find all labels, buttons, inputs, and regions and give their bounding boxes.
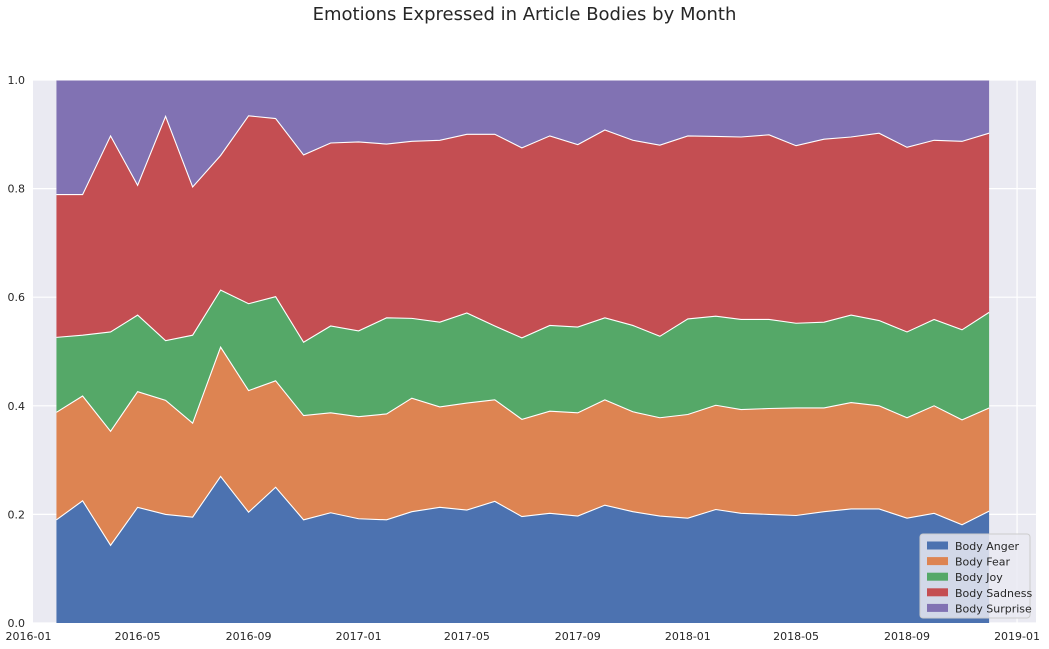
area-series (56, 79, 990, 623)
area-body-joy (56, 290, 990, 432)
axis-ticks: 2016-01 2016-05 2016-09 2017-01 2017-05 2017-… (6, 74, 1041, 643)
x-tick-label: 2016-05 (115, 630, 161, 643)
area-body-surprise (56, 80, 990, 195)
legend-label-body-surprise: Body Surprise (955, 602, 1032, 615)
x-tick-label: 2016-09 (226, 630, 272, 643)
x-tick-label: 2017-09 (555, 630, 601, 643)
y-tick-label: 0.2 (8, 508, 26, 521)
area-body-anger (56, 476, 990, 623)
edge-line-body-joy (56, 289, 990, 344)
area-body-fear (56, 347, 990, 546)
area-body-sadness (56, 115, 990, 343)
legend-swatch-body-surprise (927, 603, 948, 612)
x-tick-label: 2018-01 (665, 630, 711, 643)
legend-swatch-body-fear (927, 557, 948, 566)
y-tick-label: 1.0 (8, 74, 26, 87)
x-tick-label: 2017-01 (336, 630, 382, 643)
y-tick-label: 0.0 (8, 617, 26, 630)
edge-line-body-fear (56, 345, 990, 433)
chart-title: Emotions Expressed in Article Bodies by … (312, 4, 737, 25)
x-tick-label: 2018-05 (773, 630, 819, 643)
y-tick-label: 0.6 (8, 291, 26, 304)
legend-box (919, 533, 1031, 619)
legend-label-body-sadness: Body Sadness (955, 587, 1032, 600)
x-tick-label: 2016-01 (6, 630, 52, 643)
legend-swatch-body-anger (927, 541, 948, 550)
legend: Body Anger Body Fear Body Joy Body Sadness B… (919, 533, 1032, 619)
legend-swatch-body-joy (927, 572, 948, 581)
legend-label-body-anger: Body Anger (955, 540, 1020, 553)
x-tick-label: 2017-05 (444, 630, 490, 643)
x-tick-label: 2019-01 (994, 630, 1040, 643)
edge-line-body-anger (56, 475, 990, 547)
legend-swatch-body-sadness (927, 588, 948, 597)
edge-line-body-sadness (56, 114, 990, 196)
legend-label-body-fear: Body Fear (955, 556, 1010, 569)
y-tick-label: 0.4 (8, 400, 26, 413)
x-tick-label: 2018-09 (884, 630, 930, 643)
legend-label-body-joy: Body Joy (955, 571, 1003, 584)
y-tick-label: 0.8 (8, 183, 26, 196)
